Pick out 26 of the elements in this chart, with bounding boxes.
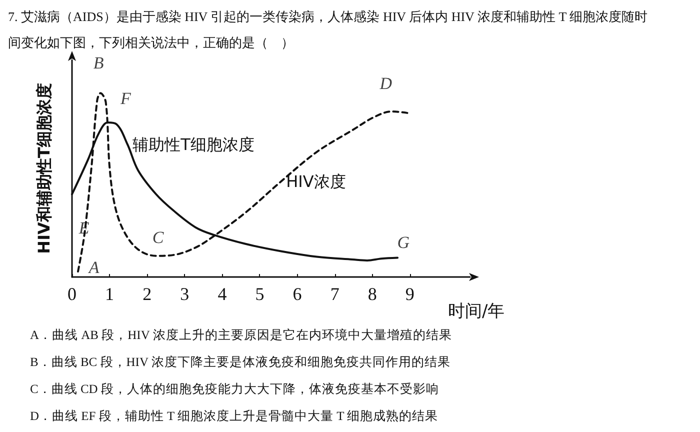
- x-tick-label: 8: [368, 284, 377, 304]
- annotation: F: [119, 89, 132, 108]
- annotation: G: [397, 233, 410, 252]
- annotation: C: [152, 228, 164, 247]
- x-tick-label: 9: [405, 284, 414, 304]
- annotation: E: [78, 218, 90, 238]
- x-tick-label: 7: [330, 284, 340, 304]
- x-tick-label: 5: [255, 284, 264, 304]
- text: D．曲线 EF 段，辅助性 T 细胞浓度上升是骨髓中大量 T 细胞成熟的结果: [30, 408, 440, 425]
- x-tick-label: 2: [142, 284, 152, 304]
- text: C．曲线 CD 段，人体的细胞免疫能力大大下降，体液免疫基本不受影响: [30, 381, 440, 398]
- x-tick-label: 0: [68, 284, 76, 304]
- text: A．曲线 AB 段，HIV 浓度上升的主要原因是它在内环境中大量增殖的结果: [30, 327, 453, 344]
- x-tick-label: 6: [292, 284, 302, 304]
- series-label: HIV浓度: [286, 172, 346, 191]
- text: B．曲线 BC 段，HIV 浓度下降主要是体液免疫和细胞免疫共同作用的结果: [30, 354, 452, 371]
- annotation: A: [88, 258, 100, 277]
- annotation: B: [93, 54, 104, 73]
- x-tick-label: 1: [105, 284, 114, 304]
- x-tick-label: 4: [218, 284, 227, 304]
- series-label: 辅助性T细胞浓度: [132, 135, 254, 154]
- annotation: D: [378, 74, 393, 93]
- x-tick-label: 3: [180, 284, 190, 304]
- y-axis-title: HIV和辅助性T细胞浓度: [34, 83, 54, 254]
- x-axis-title: 时间/年: [448, 302, 505, 322]
- chart-title: 7. 艾滋病（AIDS）是由于感染 HIV 引起的一类传染病，人体感染 HIV 后体内 HIV 浓度和辅助性 T 细胞浓度随时间变化如下图，下列相关说法中，正确的是（ ）: [8, 9, 648, 50]
